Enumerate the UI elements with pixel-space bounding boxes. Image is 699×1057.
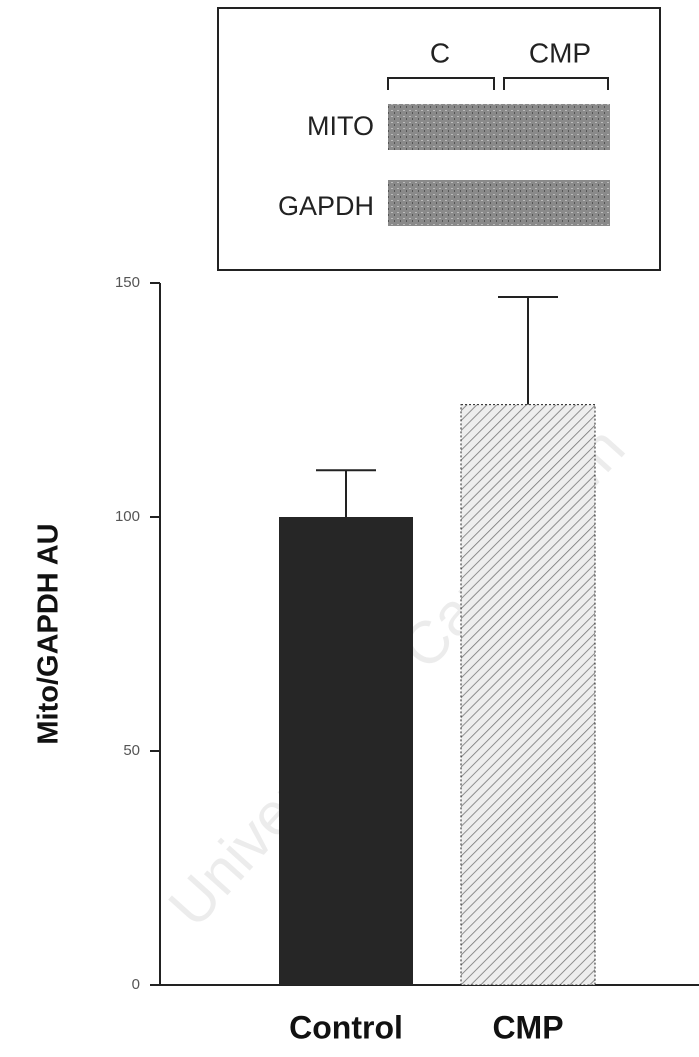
inset-blot: C CMP MITO GAPDH: [218, 8, 660, 270]
x-tick-label: CMP: [492, 1009, 563, 1045]
group-label: CMP: [529, 37, 591, 68]
y-axis-label: Mito/GAPDH AU: [33, 523, 65, 744]
group-label: C: [430, 37, 450, 68]
x-tick-label: Control: [289, 1009, 403, 1045]
page: C CMP MITO GAPDH University of Cape Town…: [0, 0, 699, 1057]
chart: C CMP MITO GAPDH University of Cape Town…: [0, 0, 699, 1057]
blot-band: [388, 104, 610, 150]
y-tick-label: 100: [115, 508, 140, 525]
y-tick-label: 0: [132, 976, 140, 993]
blot-band: [388, 180, 610, 226]
y-tick-label: 50: [123, 742, 140, 759]
y-tick-label: 150: [115, 274, 140, 291]
row-label: GAPDH: [278, 191, 374, 221]
row-label: MITO: [307, 111, 374, 141]
bar: [279, 517, 413, 985]
group-bracket: [388, 78, 608, 90]
bar: [461, 405, 595, 985]
